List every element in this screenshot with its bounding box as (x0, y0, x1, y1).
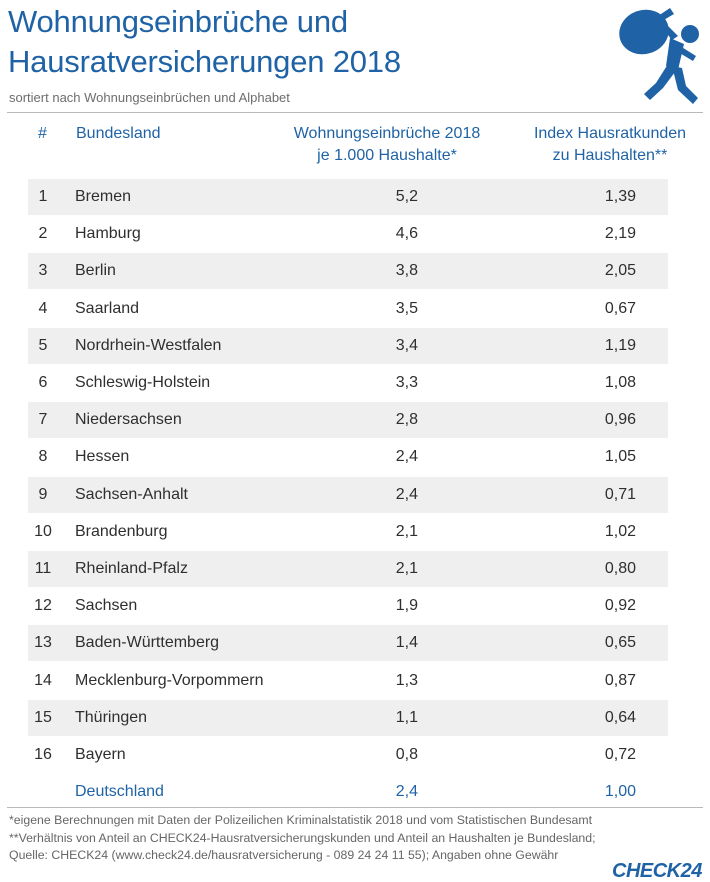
burglaries-cell: 3,3 (395, 374, 418, 391)
page-title: Wohnungseinbrüche und Hausratversicherun… (8, 4, 401, 79)
page-subtitle: sortiert nach Wohnungseinbrüchen und Alp… (9, 90, 290, 105)
state-cell: Rheinland-Pfalz (75, 560, 188, 577)
footnote-line: Quelle: CHECK24 (www.check24.de/hausratv… (9, 848, 559, 862)
rank-cell (28, 774, 58, 810)
footnote-line: *eigene Berechnungen mit Daten der Poliz… (9, 813, 593, 827)
rank-cell: 6 (38, 374, 48, 391)
burglaries-cell: 3,4 (395, 336, 418, 354)
burglaries-cell: 1,4 (395, 634, 418, 652)
rank-cell: 16 (34, 746, 52, 763)
rank-cell: 7 (38, 411, 48, 429)
index-cell: 2,05 (604, 262, 636, 280)
burglaries-cell: 2,4 (395, 448, 418, 466)
burglaries-cell: 1,3 (395, 671, 418, 689)
state-cell: Bayern (75, 746, 126, 763)
rank-cell: 3 (38, 262, 48, 280)
table-row: 1 Bremen 5,2 1,39 (28, 179, 668, 215)
state-cell: Saarland (75, 299, 140, 317)
burglaries-cell: 2,4 (395, 783, 418, 801)
rank-cell: 9 (38, 485, 48, 503)
table-row: 13 Baden-Württemberg 1,4 0,65 (28, 625, 668, 662)
state-cell: Brandenburg (75, 522, 168, 540)
burglaries-cell: 0,8 (395, 746, 418, 763)
rank-cell: 8 (38, 448, 48, 466)
burglaries-cell: 2,8 (395, 411, 418, 429)
table-row: 15 Thüringen 1,1 0,64 (28, 699, 668, 736)
burglaries-cell: 5,2 (395, 188, 418, 205)
rank-cell: 11 (34, 560, 52, 577)
state-cell: Sachsen-Anhalt (75, 485, 188, 503)
state-cell: Bremen (75, 188, 132, 205)
index-cell: 0,80 (604, 560, 636, 577)
table-row: 6 Schleswig-Holstein 3,3 1,08 (28, 365, 668, 401)
state-cell: Deutschland (75, 783, 164, 801)
table-frame (7, 112, 703, 808)
rank-cell: 5 (38, 336, 48, 354)
index-cell: 1,05 (604, 448, 636, 466)
table-row: 8 Hessen 2,4 1,05 (28, 439, 668, 475)
rank-cell: 2 (38, 225, 48, 243)
column-header-rank: # (38, 125, 47, 142)
state-cell: Hessen (75, 448, 130, 466)
table-row: 2 Hamburg 4,6 2,19 (28, 216, 668, 252)
burglaries-cell: 3,5 (395, 299, 418, 317)
index-cell: 1,08 (604, 374, 636, 391)
footnote-line: **Verhältnis von Anteil an CHECK24-Hausr… (9, 830, 596, 845)
burglar-icon (619, 8, 699, 104)
state-cell: Niedersachsen (75, 411, 182, 429)
footnotes: *eigene Berechnungen mit Daten der Poliz… (9, 812, 649, 865)
table-row-total: Deutschland 2,4 1,00 (28, 774, 668, 810)
index-cell: 1,02 (604, 522, 636, 540)
state-cell: Baden-Württemberg (75, 634, 220, 652)
index-cell: 1,00 (604, 783, 636, 801)
index-cell: 0,67 (604, 299, 636, 317)
table-row: 7 Niedersachsen 2,8 0,96 (28, 402, 668, 439)
state-cell: Berlin (75, 262, 116, 280)
burglaries-cell: 1,1 (395, 708, 418, 726)
index-cell: 0,87 (604, 671, 636, 689)
index-cell: 1,39 (604, 188, 636, 205)
column-header-burglaries: Wohnungseinbrüche 2018 je 1.000 Haushalt… (293, 125, 481, 164)
table-row: 14 Mecklenburg-Vorpommern 1,3 0,87 (28, 663, 668, 699)
rank-cell: 15 (34, 708, 52, 726)
index-cell: 0,64 (604, 708, 636, 726)
state-cell: Thüringen (75, 708, 148, 726)
index-cell: 1,19 (604, 336, 636, 354)
burglaries-cell: 4,6 (395, 225, 418, 243)
state-cell: Mecklenburg-Vorpommern (75, 671, 264, 689)
rank-cell: 4 (38, 299, 48, 317)
rank-cell: 1 (38, 188, 48, 205)
check24-logo: CHECK24 (612, 860, 702, 882)
index-cell: 0,71 (604, 485, 636, 503)
table-row: 3 Berlin 3,8 2,05 (28, 253, 668, 290)
burglaries-cell: 2,4 (395, 485, 418, 503)
burglaries-cell: 1,9 (395, 597, 418, 615)
state-cell: Sachsen (75, 597, 138, 615)
rank-cell: 13 (34, 634, 52, 652)
index-cell: 0,72 (604, 746, 636, 763)
index-cell: 0,92 (604, 597, 636, 615)
table-row: 4 Saarland 3,5 0,67 (28, 291, 668, 327)
state-cell: Nordrhein-Westfalen (75, 336, 222, 354)
burglaries-cell: 2,1 (395, 522, 418, 540)
state-cell: Schleswig-Holstein (75, 374, 211, 391)
table-row: 16 Bayern 0,8 0,72 (28, 737, 668, 773)
column-header-state: Bundesland (76, 125, 161, 142)
burglaries-cell: 2,1 (395, 560, 418, 577)
table-row: 5 Nordrhein-Westfalen 3,4 1,19 (28, 327, 668, 364)
table-row: 12 Sachsen 1,9 0,92 (28, 588, 668, 624)
burglaries-cell: 3,8 (395, 262, 418, 280)
column-header-index: Index Hausratkunden zu Haushalten** (533, 125, 687, 164)
rank-cell: 10 (34, 522, 52, 540)
index-cell: 2,19 (604, 225, 636, 243)
index-cell: 0,65 (604, 634, 636, 652)
index-cell: 0,96 (604, 411, 636, 429)
table-row: 9 Sachsen-Anhalt 2,4 0,71 (28, 476, 668, 513)
table-row: 10 Brandenburg 2,1 1,02 (28, 514, 668, 550)
rank-cell: 14 (34, 671, 52, 689)
state-cell: Hamburg (75, 225, 141, 243)
table-row: 11 Rheinland-Pfalz 2,1 0,80 (28, 551, 668, 587)
rank-cell: 12 (34, 597, 52, 615)
